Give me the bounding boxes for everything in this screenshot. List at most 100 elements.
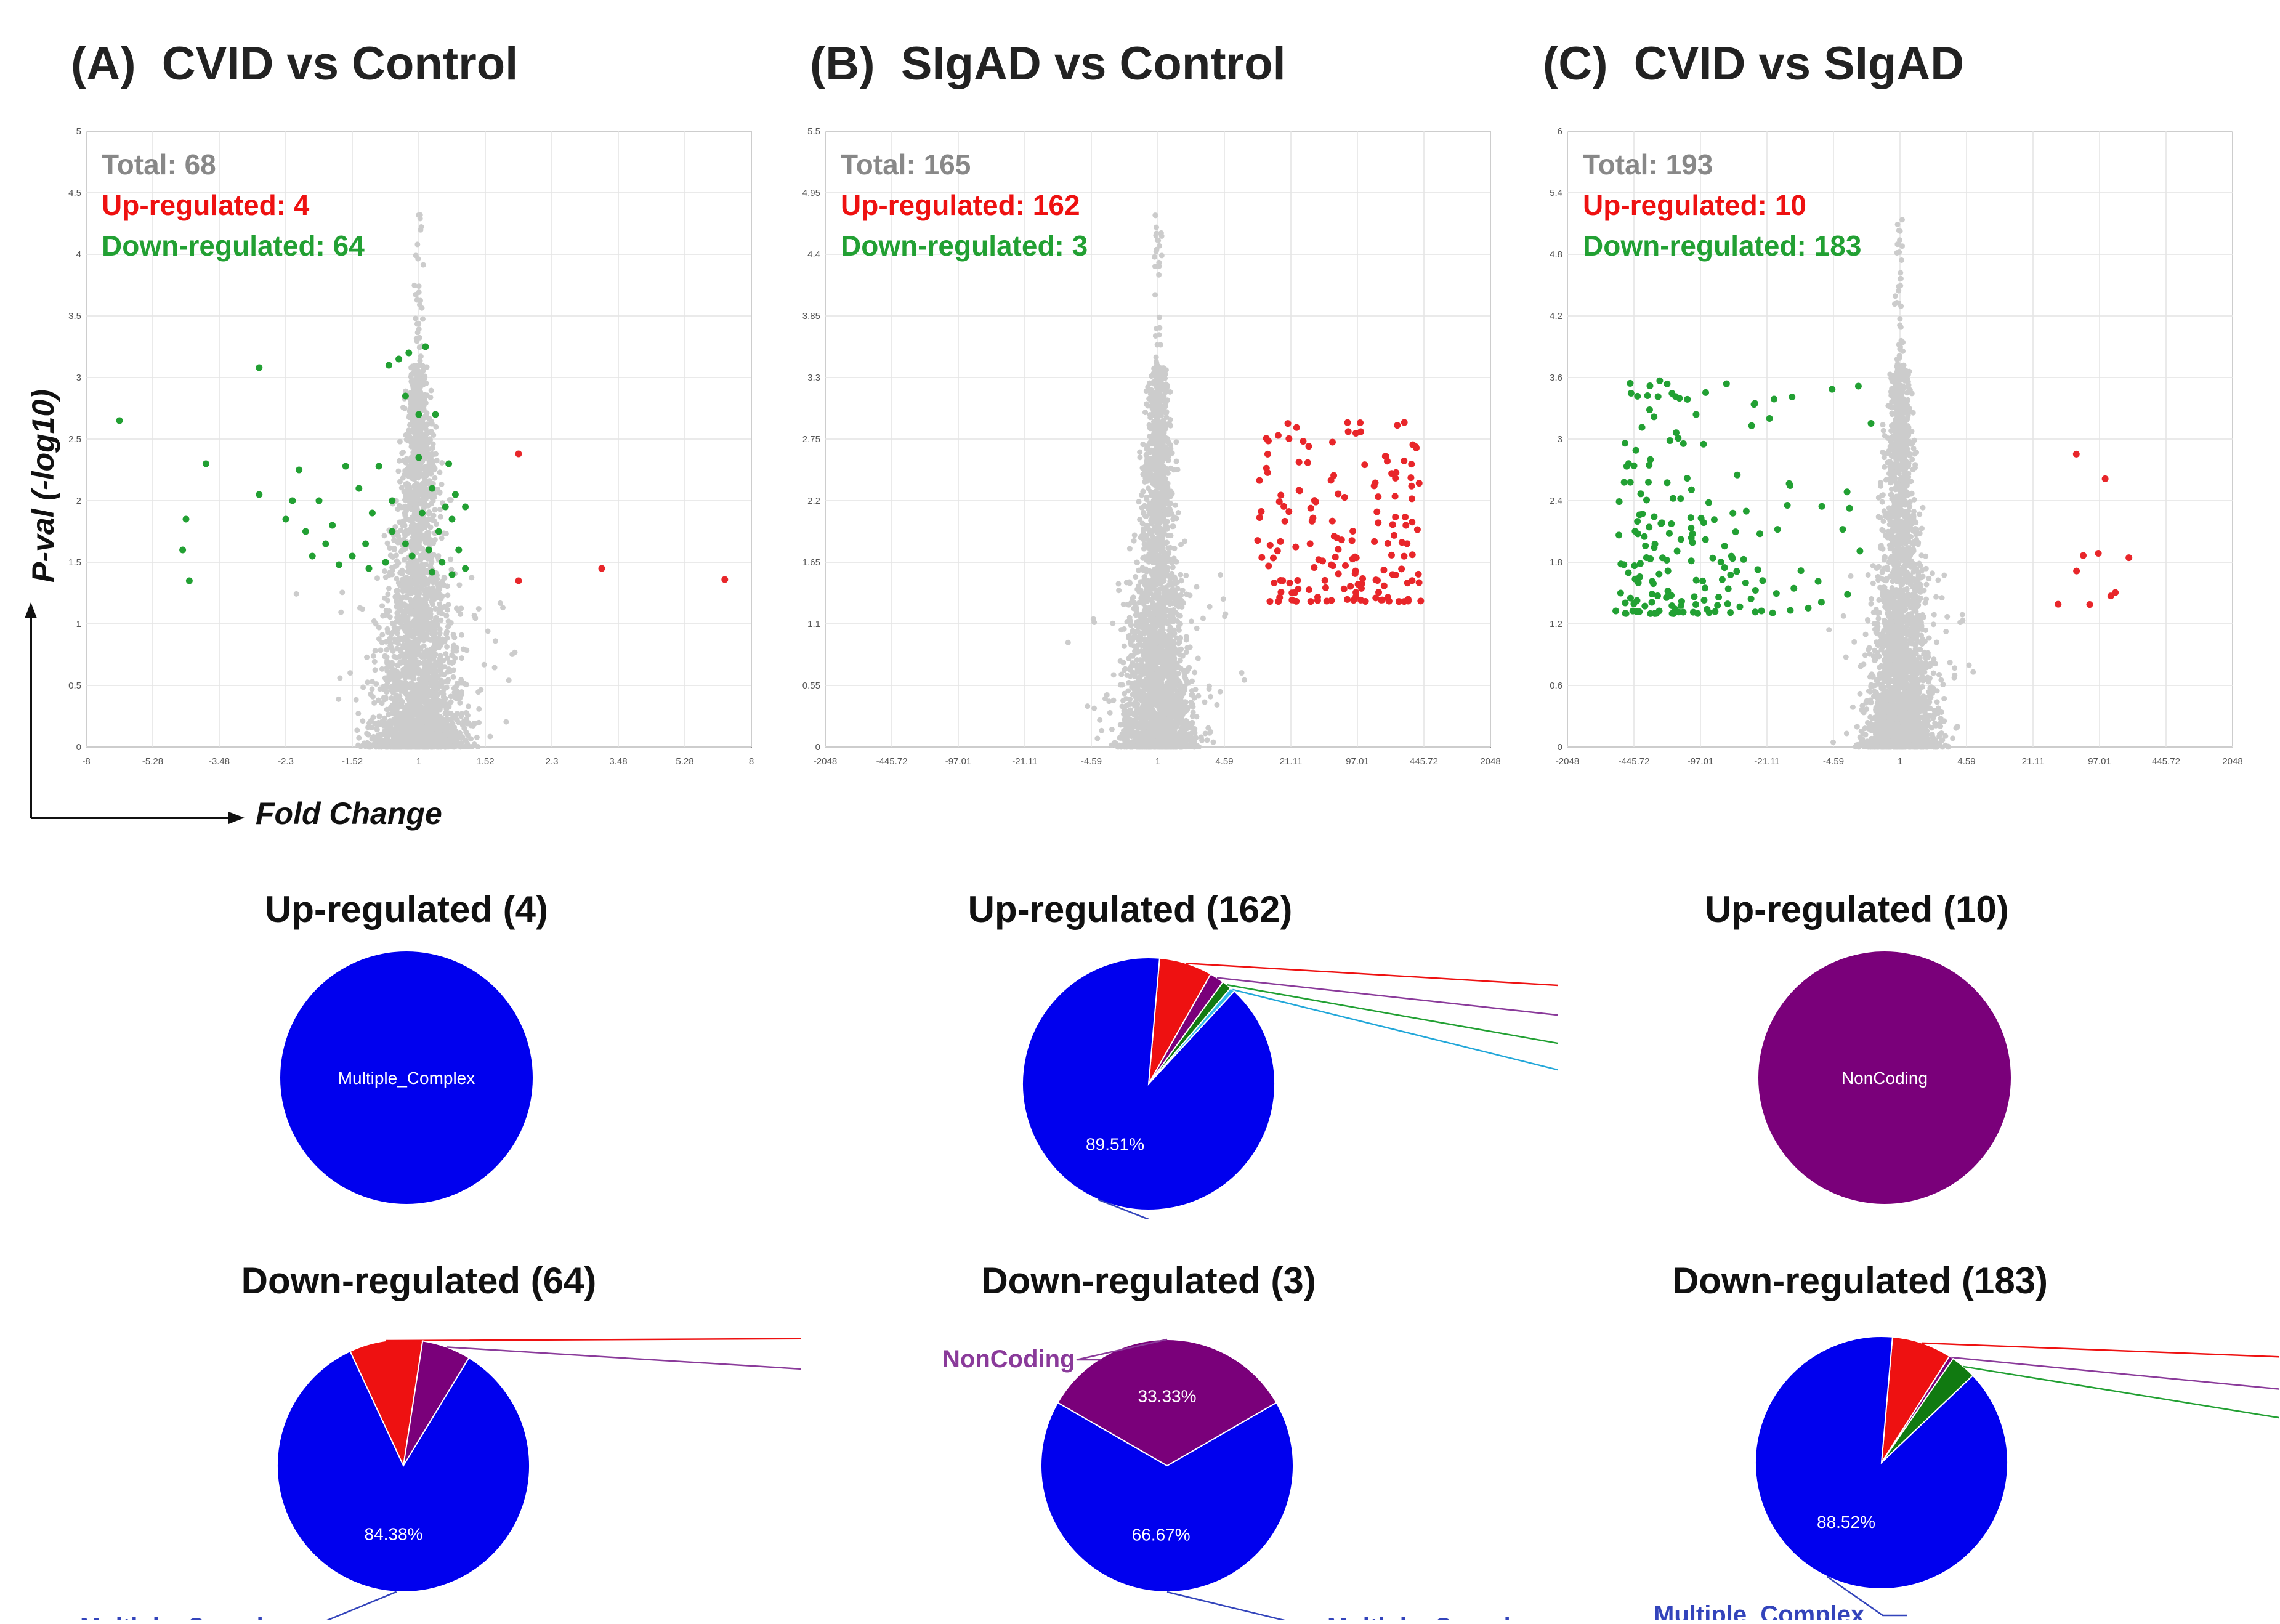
point-ns <box>414 494 421 500</box>
point-sig <box>432 411 439 418</box>
point-ns <box>393 598 399 604</box>
point-ns <box>431 512 437 519</box>
point-ns <box>506 677 512 684</box>
point-ns <box>405 714 411 720</box>
point-ns <box>460 646 466 652</box>
point-ns <box>497 600 503 606</box>
point-ns <box>418 710 424 716</box>
x-tick-label: 1 <box>416 756 421 767</box>
point-ns <box>417 357 423 363</box>
point-ns <box>418 450 424 456</box>
point-ns <box>420 368 426 374</box>
point-ns <box>475 606 482 612</box>
point-ns <box>414 329 421 336</box>
point-ns <box>422 464 429 470</box>
point-sig <box>439 559 446 566</box>
point-ns <box>1143 401 1149 407</box>
point-ns <box>461 725 467 732</box>
point-sig <box>182 515 190 523</box>
point-ns <box>293 591 299 597</box>
point-ns <box>384 540 390 546</box>
point-ns <box>416 302 422 308</box>
point-ns <box>443 530 449 536</box>
point-ns <box>422 502 429 508</box>
point-ns <box>381 533 387 539</box>
point-ns <box>391 667 397 673</box>
point-ns <box>1175 509 1181 515</box>
point-ns <box>406 408 413 414</box>
point-ns <box>380 613 386 619</box>
point-ns <box>452 729 458 735</box>
point-ns <box>339 589 346 596</box>
point-ns <box>1188 618 1194 624</box>
point-ns <box>1171 467 1177 473</box>
point-sig <box>302 528 309 535</box>
point-ns <box>1127 707 1133 713</box>
point-ns <box>354 727 360 733</box>
point-ns <box>394 576 400 582</box>
point-ns <box>386 572 392 578</box>
down-regulated-points <box>116 343 469 584</box>
point-ns <box>416 344 422 350</box>
point-ns <box>384 654 390 660</box>
point-ns <box>393 588 399 594</box>
point-ns <box>387 673 394 679</box>
point-sig <box>365 565 373 572</box>
point-ns <box>429 451 435 457</box>
point-sig <box>451 491 459 498</box>
point-ns <box>411 693 418 700</box>
point-ns <box>376 714 382 720</box>
point-ns <box>1185 704 1191 710</box>
y-tick-label: 1.65 <box>802 557 820 568</box>
point-sig <box>462 503 469 511</box>
point-ns <box>431 518 437 524</box>
point-sig <box>116 417 123 424</box>
point-sig <box>402 540 409 547</box>
point-ns <box>443 651 449 657</box>
point-sig <box>422 343 429 350</box>
point-ns <box>355 742 362 748</box>
point-sig <box>429 485 436 492</box>
point-ns <box>381 731 387 737</box>
point-ns <box>405 692 411 698</box>
y-tick-label: 3.3 <box>807 373 820 383</box>
point-ns <box>401 517 407 523</box>
point-ns <box>387 718 393 724</box>
point-ns <box>405 568 411 575</box>
point-ns <box>478 687 484 693</box>
point-ns <box>1166 693 1173 700</box>
point-ns <box>464 741 471 747</box>
point-ns <box>374 725 380 732</box>
point-ns <box>439 481 445 487</box>
point-ns <box>416 321 422 327</box>
point-ns <box>410 562 416 568</box>
point-ns <box>1142 410 1148 416</box>
point-sig <box>425 546 432 554</box>
point-ns <box>381 568 387 575</box>
y-tick-label: 4.95 <box>802 188 820 198</box>
point-ns <box>389 727 395 733</box>
point-ns <box>437 665 443 671</box>
point-ns <box>425 517 431 523</box>
point-ns <box>391 653 397 660</box>
point-ns <box>1173 439 1179 445</box>
point-ns <box>364 730 370 737</box>
point-ns <box>403 588 410 594</box>
y-tick-label: 0.55 <box>802 681 820 691</box>
point-ns <box>429 620 435 626</box>
point-ns <box>414 338 420 344</box>
point-ns <box>1141 546 1147 552</box>
point-sig <box>445 460 453 467</box>
point-ns <box>448 620 454 626</box>
point-ns <box>388 644 394 650</box>
point-ns <box>1137 449 1143 455</box>
point-ns <box>386 732 392 738</box>
point-ns <box>408 499 414 506</box>
point-ns <box>402 546 408 552</box>
point-ns <box>446 724 452 730</box>
point-ns <box>392 564 398 570</box>
point-ns <box>401 488 407 495</box>
point-ns <box>431 490 437 496</box>
point-ns <box>413 400 419 406</box>
point-ns <box>1134 657 1140 663</box>
